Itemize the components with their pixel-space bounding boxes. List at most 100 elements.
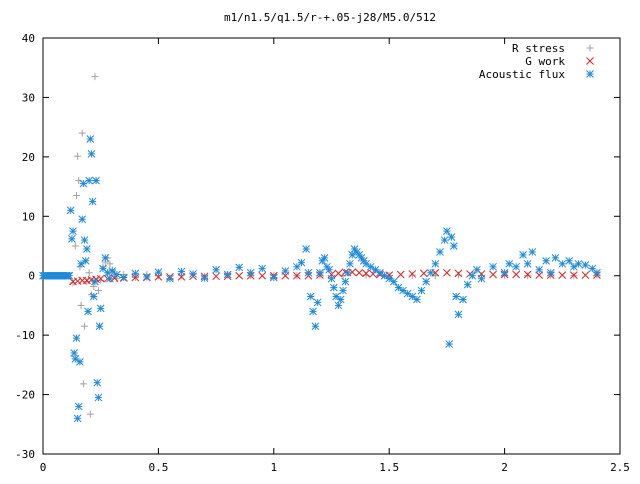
data-point xyxy=(72,334,81,342)
data-point xyxy=(74,152,82,160)
data-point xyxy=(85,269,93,277)
y-tick-label: -20 xyxy=(15,389,35,402)
data-point xyxy=(258,271,267,280)
x-tick-label: 2.5 xyxy=(610,461,630,474)
legend-marker xyxy=(586,57,594,65)
data-point xyxy=(473,265,481,274)
chart-title: m1/n1.5/q1.5/r-+.05-j28/M5.0/512 xyxy=(224,11,436,24)
data-point xyxy=(85,176,94,185)
data-point xyxy=(309,307,317,316)
series-acoustic-flux-baseline xyxy=(39,271,74,280)
data-point xyxy=(96,274,105,283)
data-point xyxy=(574,259,583,268)
data-point xyxy=(565,257,574,265)
data-point xyxy=(93,378,102,387)
y-tick-label: 10 xyxy=(22,210,35,223)
data-point xyxy=(73,414,82,423)
y-tick-label: 30 xyxy=(22,91,35,104)
data-point xyxy=(84,307,92,316)
data-point xyxy=(143,273,151,281)
data-point xyxy=(81,257,90,265)
data-point xyxy=(339,286,347,295)
data-point xyxy=(77,301,85,309)
data-point xyxy=(96,304,105,313)
data-point xyxy=(408,270,417,278)
data-point xyxy=(223,270,232,279)
data-point xyxy=(106,274,114,283)
series-acoustic-flux xyxy=(66,135,601,423)
data-point xyxy=(91,277,99,286)
data-point xyxy=(75,177,83,185)
data-point xyxy=(440,236,449,244)
data-point xyxy=(67,235,76,243)
data-point xyxy=(77,259,85,268)
data-point xyxy=(94,287,102,295)
data-point xyxy=(443,227,451,235)
data-point xyxy=(447,233,456,241)
data-point xyxy=(346,259,354,268)
legend-marker xyxy=(586,44,594,52)
data-point xyxy=(119,273,128,282)
series-r-stress xyxy=(69,73,601,418)
x-tick-label: 2 xyxy=(501,461,508,474)
data-point xyxy=(72,191,80,199)
data-point xyxy=(463,280,472,289)
data-point xyxy=(426,268,435,277)
data-point xyxy=(408,271,416,279)
data-point xyxy=(80,236,89,244)
data-point xyxy=(408,292,417,301)
data-point xyxy=(546,268,555,277)
data-point xyxy=(399,286,407,295)
data-point xyxy=(235,263,244,272)
data-point xyxy=(70,349,79,357)
data-point xyxy=(366,262,375,271)
x-tick-label: 1 xyxy=(270,461,277,474)
data-point xyxy=(320,254,329,262)
data-point xyxy=(304,268,313,277)
x-axis-ticks: 0 0.5 1 1.5 2 2.5 xyxy=(40,38,630,474)
data-point xyxy=(332,292,340,301)
data-point xyxy=(362,259,370,268)
data-point xyxy=(327,274,336,283)
legend-label: R stress xyxy=(512,42,565,55)
data-point xyxy=(376,268,384,277)
data-point xyxy=(551,254,560,262)
y-tick-label: 0 xyxy=(28,270,35,283)
data-point xyxy=(519,251,527,259)
data-point xyxy=(431,259,440,268)
data-point xyxy=(336,295,345,304)
data-point xyxy=(71,355,80,363)
data-point xyxy=(306,292,315,301)
data-point xyxy=(443,268,451,277)
data-point xyxy=(78,129,86,137)
data-point xyxy=(177,267,186,276)
data-point xyxy=(417,286,426,295)
data-point xyxy=(88,197,97,206)
data-point xyxy=(87,150,96,158)
data-point xyxy=(524,272,532,280)
data-point xyxy=(65,271,74,280)
data-point xyxy=(258,264,267,273)
data-point xyxy=(74,402,83,411)
data-point xyxy=(89,292,98,301)
data-point xyxy=(106,260,114,268)
plot-frame xyxy=(42,37,621,455)
data-point xyxy=(505,259,514,268)
data-point xyxy=(103,268,112,277)
data-point xyxy=(593,268,601,277)
plot-border xyxy=(42,37,621,455)
y-tick-label: -30 xyxy=(15,448,35,461)
data-point xyxy=(523,270,532,279)
data-point xyxy=(452,292,460,301)
data-point xyxy=(76,358,84,366)
data-point xyxy=(394,283,403,292)
data-point xyxy=(523,259,532,268)
legend-label: G work xyxy=(525,55,565,68)
data-point xyxy=(154,268,163,277)
data-point xyxy=(200,274,209,282)
data-point xyxy=(90,282,98,290)
data-point xyxy=(581,261,590,269)
data-point xyxy=(581,271,590,279)
